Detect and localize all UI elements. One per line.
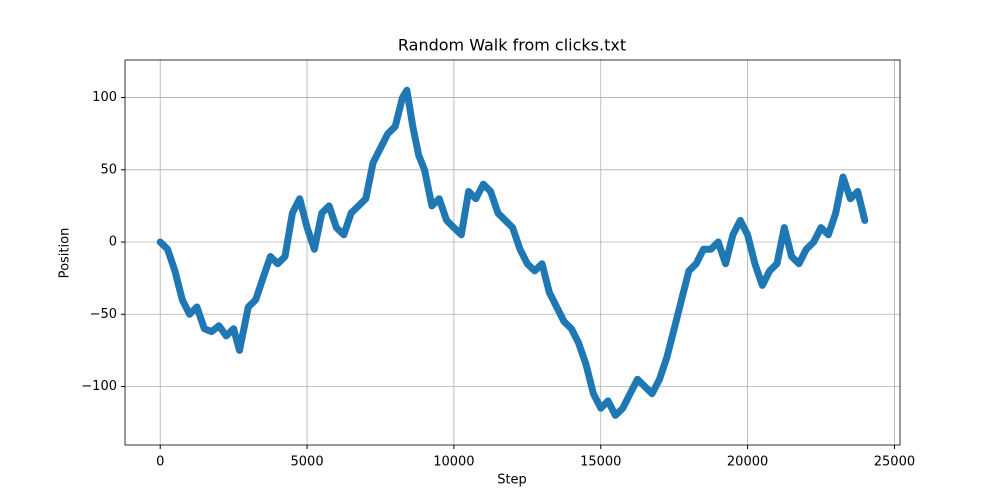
y-tick-label: 100 bbox=[92, 90, 117, 105]
y-tick-label: 0 bbox=[109, 235, 117, 250]
x-tick-label: 25000 bbox=[874, 455, 915, 470]
x-tick-label: 0 bbox=[156, 455, 164, 470]
x-tick-label: 20000 bbox=[727, 455, 768, 470]
y-tick-label: −100 bbox=[81, 379, 117, 394]
x-axis-label: Step bbox=[497, 473, 527, 488]
x-tick-label: 5000 bbox=[291, 455, 324, 470]
y-tick-label: 50 bbox=[100, 162, 117, 177]
y-tick-label: −50 bbox=[90, 307, 117, 322]
chart-title: Random Walk from clicks.txt bbox=[398, 36, 626, 55]
y-axis-label: Position bbox=[58, 228, 73, 279]
walk-line bbox=[156, 86, 869, 419]
x-tick-label: 10000 bbox=[433, 455, 474, 470]
plot-frame bbox=[124, 59, 901, 446]
x-tick-label: 15000 bbox=[580, 455, 621, 470]
